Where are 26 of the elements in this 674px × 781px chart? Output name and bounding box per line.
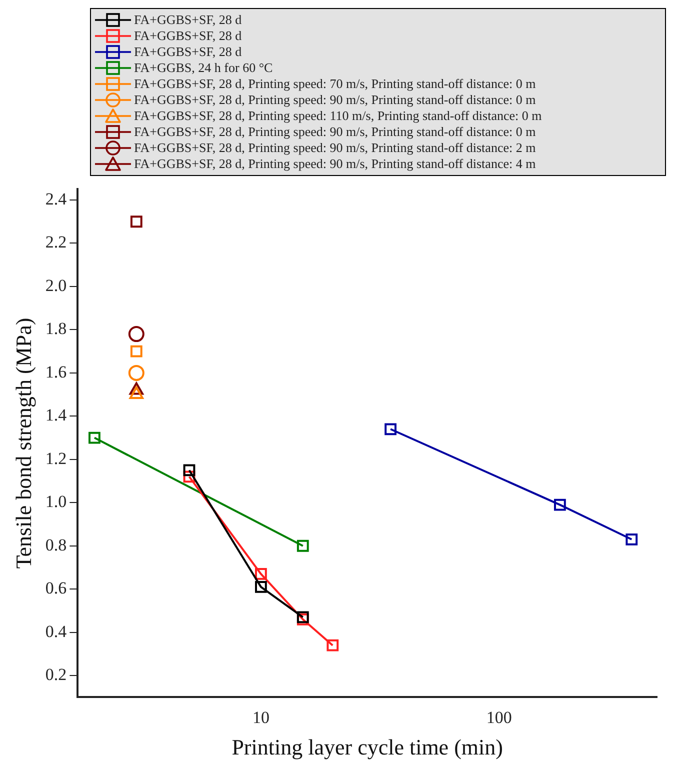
- legend-label: FA+GGBS+SF, 28 d, Printing speed: 90 m/s, Printing stand-off distance: 2 m: [134, 140, 536, 156]
- y-tick-label: 1.8: [45, 319, 67, 338]
- x-tick-label: 100: [486, 708, 512, 727]
- y-tick-label: 0.2: [45, 665, 67, 684]
- legend-label: FA+GGBS+SF, 28 d: [134, 28, 242, 44]
- y-tick-label: 1.4: [45, 406, 68, 425]
- legend-label: FA+GGBS+SF, 28 d: [134, 12, 242, 28]
- y-tick-label: 0.6: [45, 578, 67, 598]
- legend-label: FA+GGBS+SF, 28 d: [134, 44, 242, 60]
- y-tick-label: 2.4: [45, 189, 68, 208]
- x-axis-title: Printing layer cycle time (min): [232, 734, 503, 760]
- y-tick-label: 2.0: [45, 276, 67, 295]
- x-tick-label: 10: [252, 708, 270, 727]
- legend-label: FA+GGBS+SF, 28 d, Printing speed: 90 m/s, Printing stand-off distance: 4 m: [134, 156, 536, 172]
- legend-label: FA+GGBS+SF, 28 d, Printing speed: 70 m/s, Printing stand-off distance: 0 m: [134, 76, 536, 92]
- y-tick-label: 1.6: [45, 362, 67, 382]
- legend-label: FA+GGBS, 24 h for 60 °C: [134, 60, 273, 76]
- y-tick-label: 2.2: [45, 232, 67, 252]
- legend-label: FA+GGBS+SF, 28 d, Printing speed: 90 m/s, Printing stand-off distance: 0 m: [134, 92, 536, 108]
- y-tick-label: 0.8: [45, 535, 67, 554]
- y-tick-label: 1.0: [45, 492, 67, 512]
- y-axis-title: Tensile bond strength (MPa): [10, 318, 36, 569]
- y-tick-label: 0.4: [45, 622, 68, 641]
- legend-label: FA+GGBS+SF, 28 d, Printing speed: 110 m/s, Printing stand-off distance: 0 m: [134, 108, 542, 124]
- legend-label: FA+GGBS+SF, 28 d, Printing speed: 90 m/s, Printing stand-off distance: 0 m: [134, 124, 536, 140]
- y-tick-label: 1.2: [45, 448, 67, 468]
